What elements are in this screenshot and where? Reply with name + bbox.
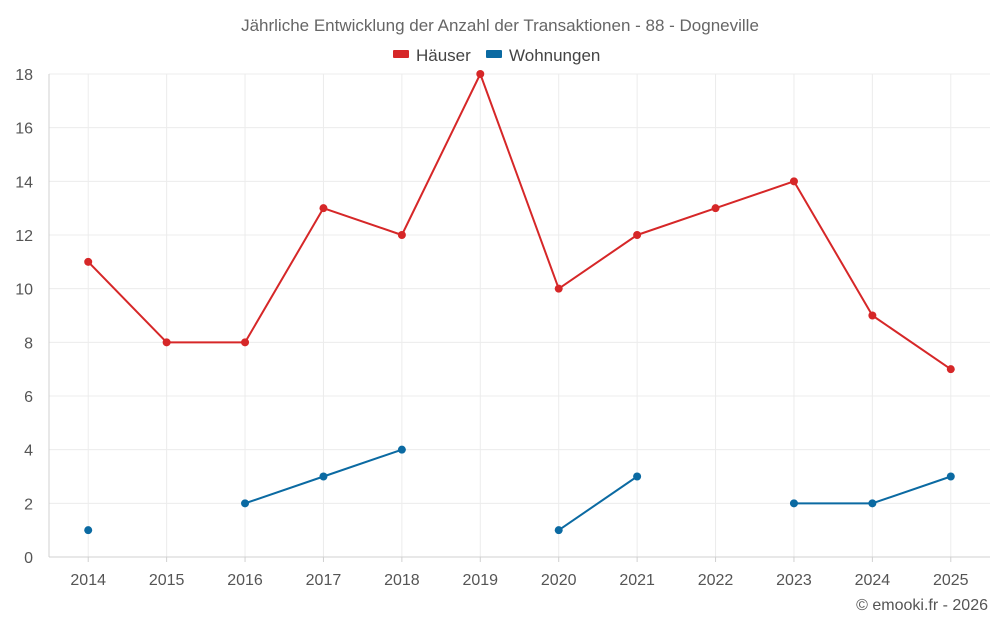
y-tick-label: 4 bbox=[24, 443, 33, 460]
data-point-wohnungen[interactable] bbox=[319, 472, 328, 481]
legend-swatch-wohnungen bbox=[486, 50, 502, 58]
data-point-wohnungen[interactable] bbox=[397, 445, 406, 454]
y-tick-label: 2 bbox=[24, 496, 33, 513]
data-point-haeuser[interactable] bbox=[319, 204, 328, 213]
data-point-haeuser[interactable] bbox=[397, 231, 406, 239]
axes: 0 2 4 6 8 10 12 14 16 18 2014 2015 2016 2017 2018 2019 2… bbox=[15, 67, 990, 589]
y-tick-label: 6 bbox=[24, 389, 33, 406]
x-tick-label: 2022 bbox=[698, 572, 734, 589]
legend-item-haeuser[interactable]: Häuser bbox=[393, 46, 471, 65]
series-wohnungen bbox=[84, 445, 955, 535]
x-tick-label: 2015 bbox=[149, 572, 185, 589]
x-tick-label: 2024 bbox=[855, 572, 891, 589]
data-point-wohnungen[interactable] bbox=[84, 526, 93, 535]
data-point-wohnungen[interactable] bbox=[241, 499, 250, 508]
x-tick-label: 2023 bbox=[776, 572, 812, 589]
data-point-wohnungen[interactable] bbox=[633, 472, 642, 481]
x-tick-label: 2025 bbox=[933, 572, 969, 589]
series-haeuser bbox=[84, 70, 955, 374]
chart-title: Jährliche Entwicklung der Anzahl der Tra… bbox=[241, 16, 759, 35]
data-point-haeuser[interactable] bbox=[554, 284, 563, 293]
series bbox=[84, 70, 955, 535]
x-tick-label: 2019 bbox=[462, 572, 498, 589]
series-line-wohnungen bbox=[558, 475, 638, 531]
data-point-haeuser[interactable] bbox=[868, 311, 877, 320]
y-tick-label: 8 bbox=[24, 335, 33, 352]
data-point-haeuser[interactable] bbox=[476, 70, 485, 78]
data-point-haeuser[interactable] bbox=[241, 338, 250, 347]
data-point-haeuser[interactable] bbox=[946, 365, 955, 374]
data-point-wohnungen[interactable] bbox=[946, 472, 955, 481]
x-tick-label: 2020 bbox=[541, 572, 577, 589]
y-tick-label: 18 bbox=[15, 67, 33, 84]
y-tick-label: 10 bbox=[15, 282, 33, 299]
x-tick-label: 2017 bbox=[306, 572, 342, 589]
data-point-wohnungen[interactable] bbox=[789, 499, 798, 508]
y-tick-label: 12 bbox=[15, 228, 33, 245]
series-line-haeuser bbox=[87, 73, 952, 370]
data-point-wohnungen[interactable] bbox=[868, 499, 877, 508]
x-tick-label: 2016 bbox=[227, 572, 263, 589]
data-point-haeuser[interactable] bbox=[633, 231, 642, 239]
y-tick-label: 14 bbox=[15, 174, 33, 191]
legend[interactable]: Häuser Wohnungen bbox=[393, 46, 600, 65]
data-point-wohnungen[interactable] bbox=[554, 526, 563, 535]
data-point-haeuser[interactable] bbox=[162, 338, 171, 347]
grid bbox=[49, 73, 990, 557]
credit: © emooki.fr - 2026 bbox=[856, 597, 988, 614]
y-tick-label: 16 bbox=[15, 121, 33, 138]
x-tick-label: 2018 bbox=[384, 572, 420, 589]
data-point-haeuser[interactable] bbox=[711, 204, 720, 213]
legend-label-haeuser: Häuser bbox=[416, 46, 471, 65]
legend-label-wohnungen: Wohnungen bbox=[509, 46, 600, 65]
data-point-haeuser[interactable] bbox=[789, 177, 798, 186]
legend-item-wohnungen[interactable]: Wohnungen bbox=[486, 46, 600, 65]
data-point-haeuser[interactable] bbox=[84, 257, 93, 266]
x-tick-label: 2021 bbox=[619, 572, 655, 589]
y-tick-label: 0 bbox=[24, 550, 33, 567]
legend-swatch-haeuser bbox=[393, 50, 409, 58]
x-tick-label: 2014 bbox=[70, 572, 106, 589]
